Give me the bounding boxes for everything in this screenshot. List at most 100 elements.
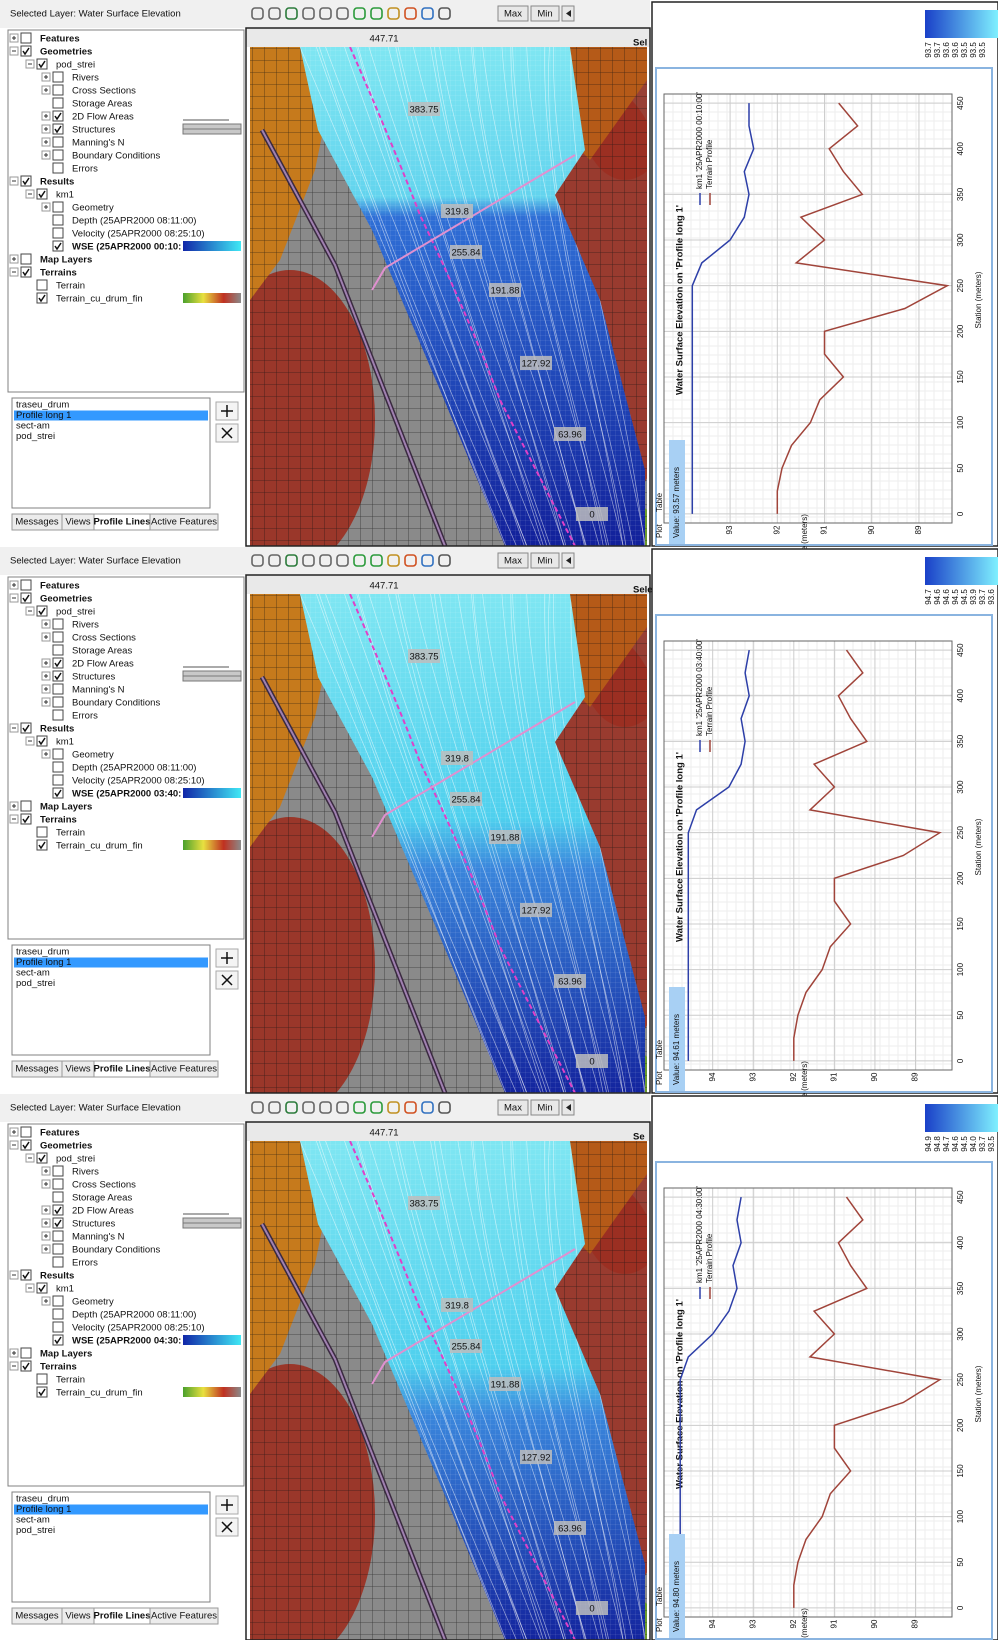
checkbox[interactable] bbox=[53, 124, 63, 134]
checkbox[interactable] bbox=[53, 658, 63, 668]
profile-item[interactable]: sect-am bbox=[16, 1515, 50, 1526]
profile-item[interactable]: pod_strei bbox=[16, 1525, 55, 1536]
checkbox[interactable] bbox=[21, 593, 31, 603]
checkbox[interactable] bbox=[53, 1244, 63, 1254]
checkbox[interactable] bbox=[53, 1218, 63, 1228]
checkbox[interactable] bbox=[37, 1283, 47, 1293]
checkbox[interactable] bbox=[53, 150, 63, 160]
checkbox[interactable] bbox=[53, 632, 63, 642]
checkbox[interactable] bbox=[53, 1322, 63, 1332]
checkbox[interactable] bbox=[53, 697, 63, 707]
side-tab[interactable]: Table bbox=[655, 1586, 664, 1606]
y-tick-label: 90 bbox=[870, 1072, 879, 1081]
side-tab[interactable]: Plot bbox=[655, 523, 664, 538]
checkbox[interactable] bbox=[53, 619, 63, 629]
checkbox[interactable] bbox=[21, 1361, 31, 1371]
map-corner-text: Sel bbox=[633, 38, 647, 49]
checkbox[interactable] bbox=[53, 1257, 63, 1267]
checkbox[interactable] bbox=[37, 840, 47, 850]
checkbox[interactable] bbox=[37, 1374, 47, 1384]
checkbox[interactable] bbox=[53, 85, 63, 95]
checkbox[interactable] bbox=[53, 775, 63, 785]
checkbox[interactable] bbox=[53, 671, 63, 681]
checkbox[interactable] bbox=[53, 228, 63, 238]
profile-item[interactable]: traseu_drum bbox=[16, 400, 69, 411]
checkbox[interactable] bbox=[37, 280, 47, 290]
scale-label: 93.7 bbox=[978, 1136, 987, 1152]
checkbox[interactable] bbox=[21, 580, 31, 590]
checkbox[interactable] bbox=[37, 1153, 47, 1163]
checkbox[interactable] bbox=[53, 98, 63, 108]
checkbox[interactable] bbox=[53, 1309, 63, 1319]
checkbox[interactable] bbox=[53, 1166, 63, 1176]
checkbox[interactable] bbox=[21, 46, 31, 56]
checkbox[interactable] bbox=[37, 189, 47, 199]
checkbox[interactable] bbox=[21, 254, 31, 264]
value-readout: Value: 94.61 meters bbox=[672, 1014, 681, 1085]
checkbox[interactable] bbox=[53, 241, 63, 251]
checkbox[interactable] bbox=[21, 1270, 31, 1280]
checkbox[interactable] bbox=[53, 72, 63, 82]
profile-item[interactable]: traseu_drum bbox=[16, 947, 69, 958]
max-label: Max bbox=[504, 556, 522, 567]
profile-item[interactable]: sect-am bbox=[16, 968, 50, 979]
checkbox[interactable] bbox=[53, 215, 63, 225]
x-tick-label: 200 bbox=[956, 1418, 965, 1432]
station-label: 191.88 bbox=[490, 286, 519, 297]
checkbox[interactable] bbox=[53, 762, 63, 772]
checkbox[interactable] bbox=[53, 1296, 63, 1306]
checkbox[interactable] bbox=[53, 684, 63, 694]
checkbox[interactable] bbox=[53, 645, 63, 655]
checkbox[interactable] bbox=[53, 202, 63, 212]
checkbox[interactable] bbox=[53, 163, 63, 173]
tree-label: Map Layers bbox=[40, 255, 92, 266]
x-tick-label: 50 bbox=[956, 1010, 965, 1019]
checkbox[interactable] bbox=[21, 176, 31, 186]
x-tick-label: 350 bbox=[956, 734, 965, 748]
checkbox[interactable] bbox=[21, 723, 31, 733]
tree-label: Terrain bbox=[56, 281, 85, 292]
checkbox[interactable] bbox=[53, 1205, 63, 1215]
checkbox[interactable] bbox=[37, 293, 47, 303]
checkbox[interactable] bbox=[21, 814, 31, 824]
y-tick-label: 93 bbox=[725, 525, 734, 534]
checkbox[interactable] bbox=[53, 1179, 63, 1189]
checkbox[interactable] bbox=[37, 1387, 47, 1397]
y-tick-label: 90 bbox=[867, 525, 876, 534]
checkbox[interactable] bbox=[21, 1140, 31, 1150]
side-tab[interactable]: Table bbox=[655, 492, 664, 512]
tree-label: Terrain bbox=[56, 828, 85, 839]
checkbox[interactable] bbox=[21, 267, 31, 277]
profile-item[interactable]: pod_strei bbox=[16, 978, 55, 989]
checkbox[interactable] bbox=[21, 1127, 31, 1137]
tree-label: Terrain_cu_drum_fin bbox=[56, 841, 143, 852]
side-tab[interactable]: Plot bbox=[655, 1070, 664, 1085]
profile-item[interactable]: sect-am bbox=[16, 421, 50, 432]
map-corner-text: Se bbox=[633, 1132, 645, 1143]
profile-item[interactable]: Profile long 1 bbox=[16, 410, 71, 421]
checkbox[interactable] bbox=[53, 749, 63, 759]
checkbox[interactable] bbox=[21, 33, 31, 43]
checkbox[interactable] bbox=[53, 710, 63, 720]
checkbox[interactable] bbox=[53, 1335, 63, 1345]
side-tab[interactable]: Plot bbox=[655, 1617, 664, 1632]
tree-label: Structures bbox=[72, 672, 116, 683]
checkbox[interactable] bbox=[37, 606, 47, 616]
checkbox[interactable] bbox=[53, 1231, 63, 1241]
checkbox[interactable] bbox=[53, 788, 63, 798]
profile-item[interactable]: Profile long 1 bbox=[16, 957, 71, 968]
checkbox[interactable] bbox=[37, 736, 47, 746]
checkbox[interactable] bbox=[37, 59, 47, 69]
checkbox[interactable] bbox=[21, 801, 31, 811]
checkbox[interactable] bbox=[53, 111, 63, 121]
checkbox[interactable] bbox=[53, 1192, 63, 1202]
station-label: 319.8 bbox=[445, 1301, 469, 1312]
profile-item[interactable]: pod_strei bbox=[16, 431, 55, 442]
profile-item[interactable]: traseu_drum bbox=[16, 1494, 69, 1505]
checkbox[interactable] bbox=[37, 827, 47, 837]
terrain-colorbar bbox=[183, 293, 241, 303]
side-tab[interactable]: Table bbox=[655, 1039, 664, 1059]
checkbox[interactable] bbox=[53, 137, 63, 147]
profile-item[interactable]: Profile long 1 bbox=[16, 1504, 71, 1515]
checkbox[interactable] bbox=[21, 1348, 31, 1358]
